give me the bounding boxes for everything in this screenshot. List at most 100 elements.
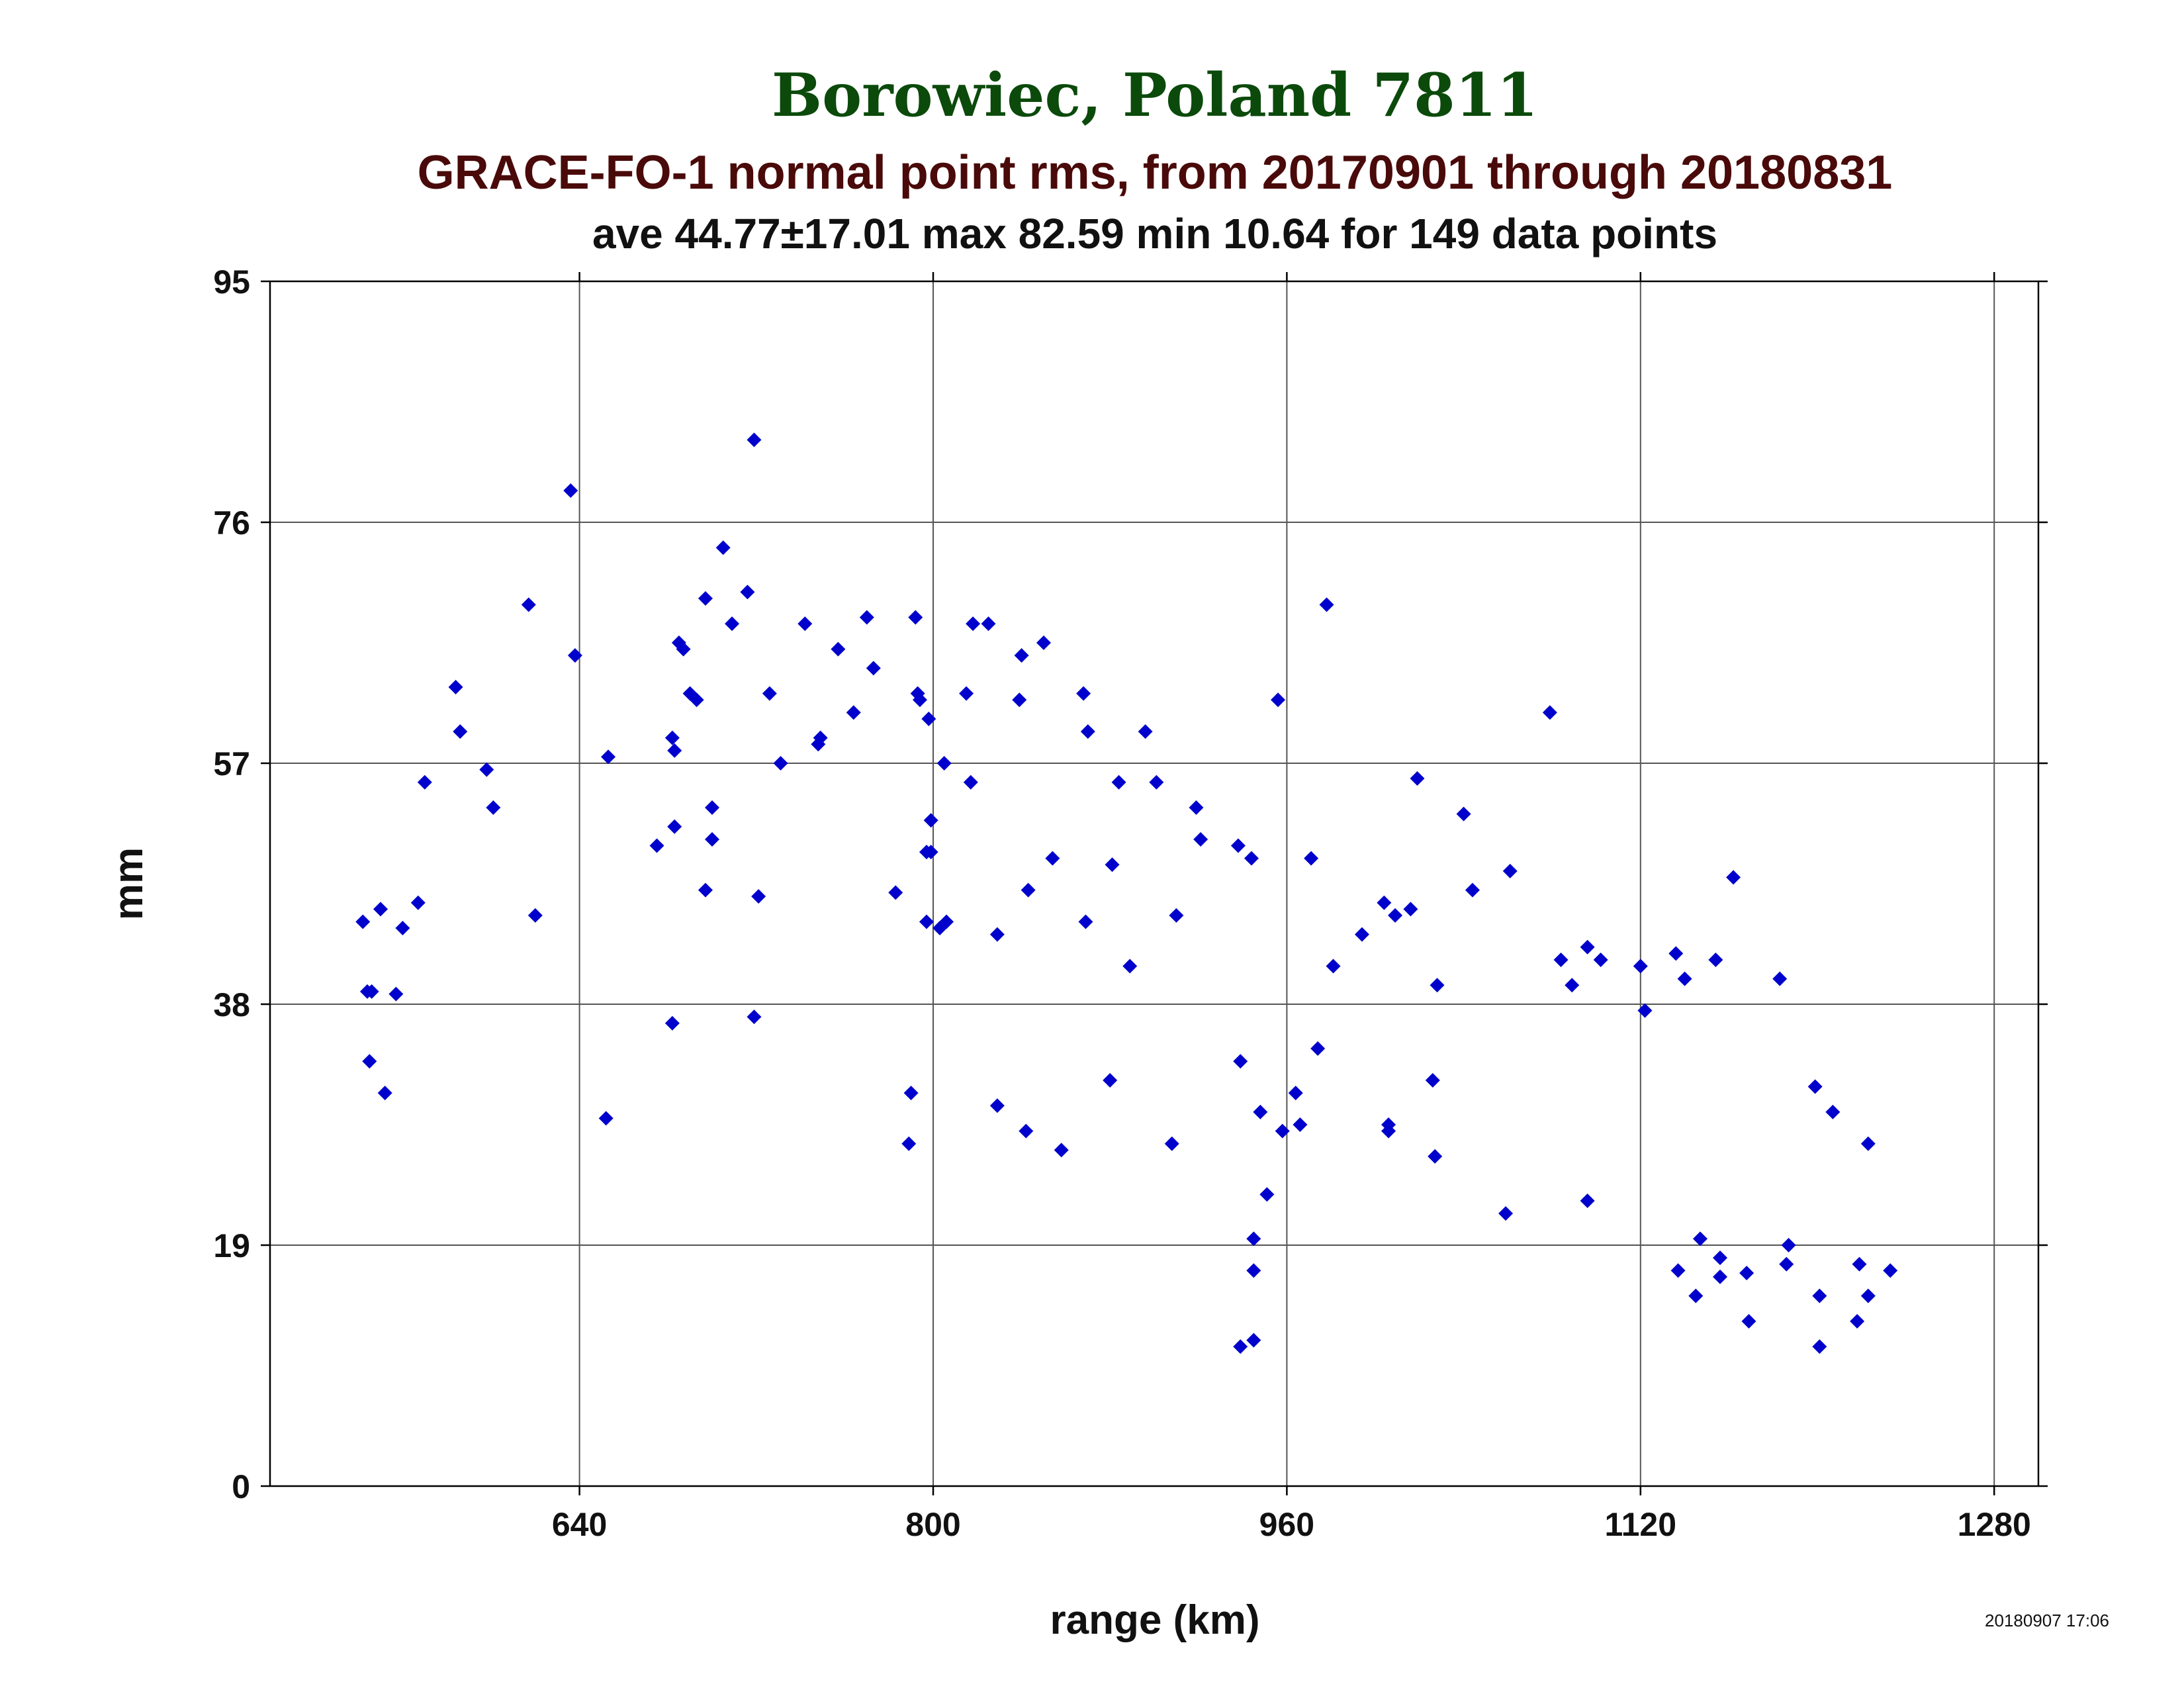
data-point	[1193, 831, 1208, 847]
data-point	[1169, 908, 1184, 923]
data-point	[486, 800, 501, 816]
data-point	[936, 756, 952, 771]
data-point	[1246, 1263, 1261, 1278]
data-point	[1111, 774, 1126, 790]
axis-ticks: 640 800 960 1120 1280 0 19 38 57 76 95	[213, 263, 2048, 1543]
data-point	[1465, 882, 1480, 898]
x-tick-label: 960	[1259, 1506, 1314, 1543]
y-tick-label: 19	[213, 1227, 250, 1264]
data-point	[1425, 1072, 1440, 1088]
data-point	[1271, 692, 1286, 708]
data-point	[1410, 771, 1425, 786]
data-point	[797, 616, 813, 632]
data-point	[1708, 952, 1723, 967]
data-point	[923, 845, 938, 860]
data-point	[373, 902, 388, 917]
data-point	[417, 774, 432, 790]
data-point	[1326, 959, 1341, 974]
data-point	[689, 692, 704, 708]
data-point	[921, 711, 936, 726]
data-point	[1456, 806, 1471, 821]
data-point	[1860, 1288, 1876, 1303]
data-point	[1498, 1206, 1514, 1221]
data-point	[1288, 1086, 1303, 1101]
data-point	[1319, 597, 1334, 612]
data-point	[762, 686, 777, 701]
data-point	[377, 1086, 392, 1101]
data-point	[939, 914, 954, 929]
data-point	[1021, 882, 1036, 898]
data-point	[903, 1086, 919, 1101]
data-point	[1388, 908, 1403, 923]
data-point	[1403, 902, 1418, 917]
data-point	[1430, 978, 1445, 993]
data-point	[1688, 1288, 1704, 1303]
data-point	[740, 585, 755, 600]
data-point	[1189, 800, 1204, 816]
data-point	[479, 762, 494, 777]
data-point	[667, 743, 682, 758]
data-points	[355, 432, 1898, 1354]
data-point	[963, 774, 978, 790]
data-point	[453, 724, 468, 739]
data-point	[1812, 1339, 1827, 1354]
data-point	[1580, 1193, 1595, 1208]
data-point	[664, 730, 680, 745]
data-point	[747, 432, 762, 447]
x-tick-label: 1280	[1958, 1506, 2031, 1543]
data-point	[725, 616, 740, 632]
grid-lines	[270, 281, 2038, 1486]
data-point	[667, 819, 682, 834]
data-point	[1542, 705, 1557, 720]
data-point	[1310, 1041, 1326, 1056]
data-point	[1105, 857, 1120, 872]
data-point	[1246, 1333, 1261, 1348]
data-point	[1428, 1149, 1443, 1164]
data-point	[1633, 959, 1648, 974]
data-point	[1807, 1079, 1823, 1094]
data-point	[1233, 1339, 1248, 1354]
data-point	[912, 692, 927, 708]
data-point	[1138, 724, 1153, 739]
x-axis-label: range (km)	[1050, 1597, 1260, 1643]
x-tick-label: 1120	[1605, 1506, 1676, 1543]
data-point	[831, 641, 846, 657]
y-axis-label: mm	[106, 847, 152, 920]
y-tick-label: 0	[232, 1468, 250, 1505]
data-point	[1230, 838, 1246, 853]
data-point	[773, 756, 788, 771]
data-point	[1593, 952, 1608, 967]
data-point	[747, 1009, 762, 1025]
data-point	[521, 597, 536, 612]
data-point	[1246, 1231, 1261, 1246]
data-point	[1036, 635, 1051, 650]
data-point	[598, 1111, 614, 1126]
data-point	[966, 616, 981, 632]
x-tick-label: 800	[905, 1506, 960, 1543]
data-point	[355, 914, 371, 929]
data-point	[1304, 851, 1319, 866]
y-tick-label: 57	[213, 745, 250, 782]
data-point	[908, 610, 923, 625]
data-point	[989, 1098, 1005, 1113]
data-point	[601, 749, 616, 765]
data-point	[1860, 1136, 1876, 1151]
data-point	[1253, 1104, 1268, 1119]
data-point	[1713, 1250, 1728, 1266]
data-point	[1553, 952, 1569, 967]
data-point	[1883, 1263, 1898, 1278]
data-point	[698, 882, 713, 898]
data-point	[1781, 1238, 1796, 1252]
data-point	[1354, 927, 1369, 942]
data-point	[448, 680, 463, 695]
data-point	[1741, 1313, 1756, 1329]
data-point	[527, 908, 543, 923]
data-point	[1726, 870, 1741, 885]
data-point	[1381, 1117, 1396, 1132]
data-point	[388, 986, 404, 1002]
x-tick-label: 640	[552, 1506, 607, 1543]
data-point	[1259, 1187, 1275, 1202]
data-point	[563, 483, 578, 498]
data-point	[1244, 851, 1259, 866]
data-point	[1668, 946, 1684, 961]
